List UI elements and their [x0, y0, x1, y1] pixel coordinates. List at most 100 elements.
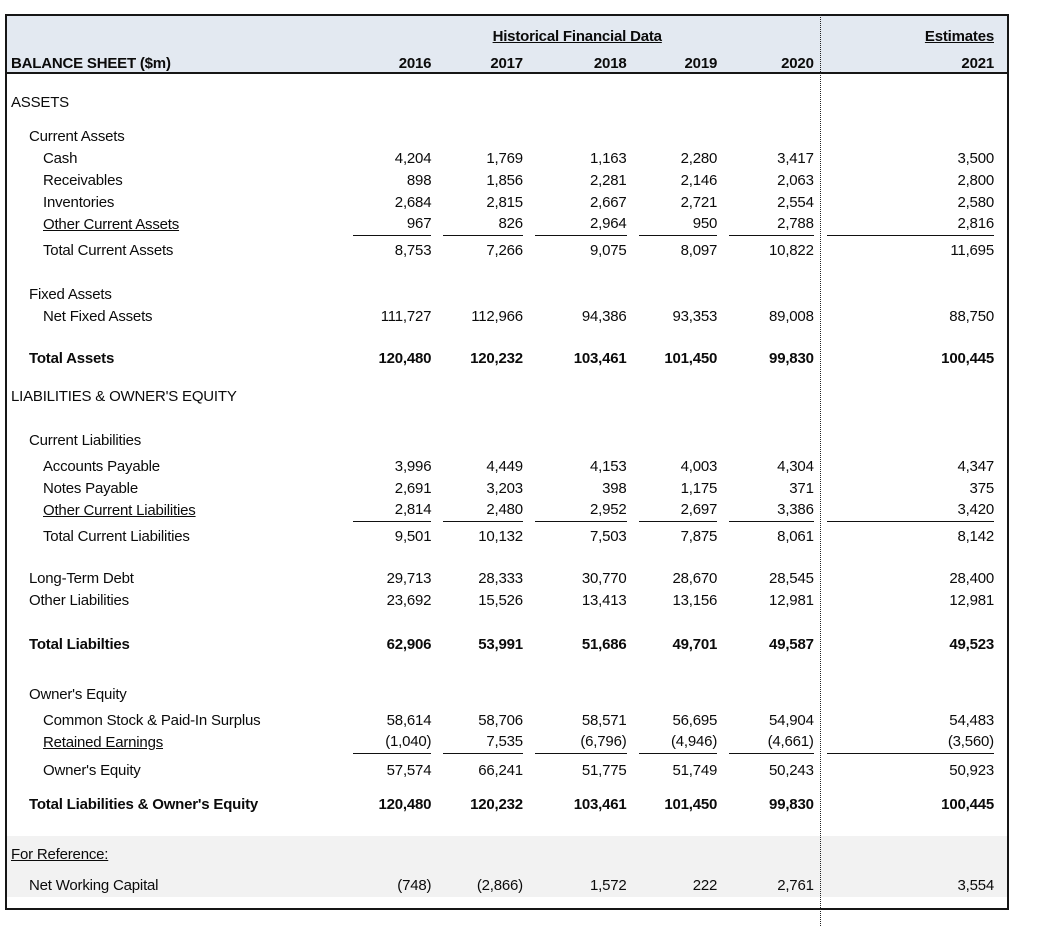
row-label: ASSETS [11, 94, 69, 111]
value-cell: 1,163 [589, 150, 627, 167]
value-cell [819, 386, 1007, 408]
row-label: Receivables [43, 172, 123, 189]
row-label: Total Current Assets [43, 242, 174, 259]
table-row: Receivables 898 1,856 2,281 2,146 2,063 2,800 [7, 170, 1007, 192]
value-cell: 2,761 [777, 877, 814, 894]
value-cell: 967 [341, 214, 432, 238]
value-cell [819, 126, 1007, 148]
value-cell: 4,153 [589, 458, 627, 475]
value-cell [523, 684, 627, 706]
value-cell: 28,670 [672, 570, 718, 587]
value-cell [627, 284, 718, 306]
value-cell: 62,906 [386, 636, 432, 653]
value-cell: 2,684 [394, 194, 432, 211]
row-label: LIABILITIES & OWNER'S EQUITY [11, 388, 237, 405]
value-cell: 3,417 [777, 150, 814, 167]
value-cell: 28,333 [478, 570, 523, 587]
value-cell: 99,830 [769, 796, 814, 813]
value-cell: 375 [969, 480, 995, 497]
value-cell: 2,554 [777, 194, 814, 211]
value-cell: 50,243 [769, 762, 814, 779]
value-cell [627, 126, 718, 148]
value-cell: 57,574 [386, 762, 432, 779]
value-cell: 222 [692, 877, 718, 894]
value-cell: 950 [627, 214, 717, 238]
value-cell: (3,560) [819, 732, 1007, 756]
table-row: Inventories 2,684 2,815 2,667 2,721 2,554 2,58… [7, 192, 1007, 214]
value-cell: 11,695 [950, 242, 994, 259]
value-cell: 58,571 [581, 712, 627, 729]
value-cell: 2,721 [680, 194, 718, 211]
value-cell: 3,554 [957, 877, 994, 894]
value-cell: 3,996 [394, 458, 432, 475]
year-label: 2019 [684, 55, 718, 72]
sheet-title: BALANCE SHEET ($m) [11, 55, 171, 72]
value-cell [717, 430, 814, 452]
value-cell: 2,146 [680, 172, 718, 189]
value-cell: 89,008 [769, 308, 814, 325]
value-cell: 8,753 [394, 242, 432, 259]
value-cell: 10,822 [769, 242, 814, 259]
value-cell: (4,661) [717, 732, 814, 756]
value-cell: 2,667 [589, 194, 627, 211]
table-row: Net Working Capital (748) (2,866) 1,572 222 2… [7, 875, 1007, 897]
value-cell [431, 430, 523, 452]
value-cell: 2,063 [777, 172, 814, 189]
value-cell: 28,545 [769, 570, 814, 587]
value-cell: 2,480 [431, 500, 523, 524]
table-row: Cash 4,204 1,769 1,163 2,280 3,417 3,500 [7, 148, 1007, 170]
value-cell [626, 92, 717, 114]
value-cell [819, 284, 1007, 306]
year-label: 2017 [490, 55, 523, 72]
value-cell: 4,347 [957, 458, 994, 475]
value-cell: 1,769 [486, 150, 523, 167]
value-cell [341, 386, 432, 408]
value-cell: 53,991 [478, 636, 523, 653]
value-cell: 100,445 [941, 350, 994, 367]
value-cell [431, 844, 523, 866]
value-cell: 2,788 [717, 214, 814, 238]
value-cell: 66,241 [478, 762, 523, 779]
value-cell [523, 284, 627, 306]
value-cell: 8,142 [957, 528, 994, 545]
table-row: Other Liabilities 23,692 15,526 13,413 13,15… [7, 590, 1007, 612]
row-label: Net Working Capital [29, 877, 159, 894]
value-cell: 120,232 [470, 796, 523, 813]
value-cell [523, 844, 627, 866]
row-label: Inventories [43, 194, 115, 211]
value-cell: 2,815 [486, 194, 523, 211]
value-cell: 2,952 [523, 500, 627, 524]
value-cell: 9,075 [589, 242, 627, 259]
table-row: Owner's Equity [7, 684, 1007, 706]
value-cell: 7,503 [589, 528, 627, 545]
row-label: Fixed Assets [29, 286, 112, 303]
table-row: Owner's Equity 57,574 66,241 51,775 51,749 50… [7, 760, 1007, 782]
value-cell [523, 92, 627, 114]
value-cell [627, 430, 718, 452]
balance-sheet-table: Historical Financial Data Estimates BALA… [5, 14, 1009, 910]
value-cell: 100,445 [941, 796, 994, 813]
value-cell: 88,750 [949, 308, 994, 325]
value-cell: 15,526 [478, 592, 523, 609]
value-cell [431, 684, 523, 706]
row-label: For Reference: [11, 846, 109, 863]
table-row: Total Liabilties 62,906 53,991 51,686 49,701… [7, 634, 1007, 656]
row-label: Total Liabilties [29, 636, 130, 653]
value-cell: 49,523 [949, 636, 994, 653]
table-row: Long-Term Debt 29,713 28,333 30,770 28,670 28… [7, 568, 1007, 590]
value-cell: 54,483 [949, 712, 994, 729]
value-cell: 7,266 [486, 242, 523, 259]
row-label: Cash [43, 150, 78, 167]
value-cell: 13,156 [672, 592, 718, 609]
estimates-heading: Estimates [924, 28, 994, 45]
value-cell: 103,461 [573, 350, 627, 367]
row-label: Current Assets [29, 128, 125, 145]
value-cell [431, 126, 523, 148]
value-cell: (6,796) [523, 732, 627, 756]
table-body: ASSETS Current Assets Cash 4,204 1,769 1,163 2… [7, 92, 1007, 816]
header-years-row: BALANCE SHEET ($m) 2016 2017 2018 2019 2020 2… [7, 45, 1007, 77]
value-cell [431, 284, 523, 306]
value-cell: 56,695 [672, 712, 718, 729]
table-row: Other Current Liabilities 2,814 2,480 2,952… [7, 500, 1007, 524]
value-cell: 101,450 [664, 350, 718, 367]
